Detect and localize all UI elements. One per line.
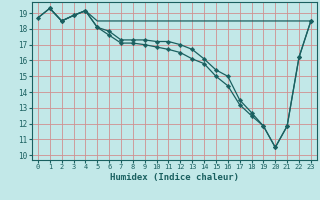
X-axis label: Humidex (Indice chaleur): Humidex (Indice chaleur) (110, 173, 239, 182)
